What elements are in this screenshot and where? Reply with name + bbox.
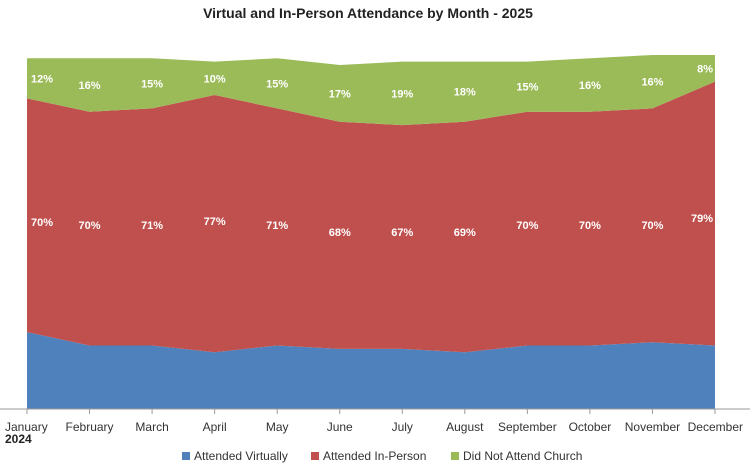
legend-label-did-not-attend-church: Did Not Attend Church <box>463 449 582 463</box>
x-tick-label: July <box>392 420 413 434</box>
x-tick-label: September <box>498 420 557 434</box>
data-label-attended-in-person: 69% <box>454 227 476 239</box>
x-tick-label: December <box>688 420 743 434</box>
legend-label-attended-virtually: Attended Virtually <box>194 449 288 463</box>
plot-areas <box>27 54 715 409</box>
data-label-attended-in-person: 77% <box>204 216 226 228</box>
legend-swatch-attended-in-person <box>311 452 319 460</box>
x-tick-label: April <box>203 420 227 434</box>
data-label-did-not-attend-church: 16% <box>641 77 663 89</box>
data-label-did-not-attend-church: 15% <box>266 78 288 90</box>
legend-label-attended-in-person: Attended In-Person <box>323 449 426 463</box>
data-label-attended-in-person: 70% <box>79 220 101 232</box>
x-tick-label: October <box>569 420 612 434</box>
data-label-did-not-attend-church: 16% <box>79 80 101 92</box>
data-label-did-not-attend-church: 12% <box>31 73 53 85</box>
data-label-attended-in-person: 70% <box>31 217 53 229</box>
x-tick-label: January <box>5 420 48 434</box>
data-label-did-not-attend-church: 10% <box>204 73 226 85</box>
data-label-attended-in-person: 79% <box>691 213 713 225</box>
x-tick-label: March <box>135 420 168 434</box>
data-label-attended-in-person: 68% <box>329 227 351 239</box>
area-attended-in-person <box>27 81 715 353</box>
x-tick-label: November <box>625 420 680 434</box>
data-label-attended-in-person: 67% <box>391 227 413 239</box>
legend-swatch-did-not-attend-church <box>451 452 459 460</box>
data-label-did-not-attend-church: 15% <box>141 78 163 90</box>
x-tick-label: June <box>327 420 353 434</box>
x-tick-label: May <box>266 420 289 434</box>
data-label-attended-in-person: 70% <box>641 220 663 232</box>
data-label-attended-in-person: 70% <box>579 220 601 232</box>
data-label-attended-in-person: 70% <box>516 220 538 232</box>
area-did-not-attend-church <box>27 54 715 126</box>
legend-swatch-attended-virtually <box>182 452 190 460</box>
x-tick-label: February <box>66 420 114 434</box>
x-tick-sublabel: 2024 <box>5 432 32 446</box>
data-label-did-not-attend-church: 15% <box>516 82 538 94</box>
data-label-did-not-attend-church: 16% <box>579 80 601 92</box>
data-label-did-not-attend-church: 18% <box>454 87 476 99</box>
legend: Attended Virtually Attended In-Person Did … <box>182 449 582 463</box>
data-labels: 70% 70% 71% 77% 71% 68% 67% 69% 70% 70% 70% 79% 12% 1… <box>31 63 713 239</box>
data-label-attended-in-person: 71% <box>141 220 163 232</box>
data-label-attended-in-person: 71% <box>266 220 288 232</box>
data-label-did-not-attend-church: 19% <box>391 88 413 100</box>
x-tick-label: August <box>446 420 484 434</box>
data-label-did-not-attend-church: 8% <box>697 63 713 75</box>
area-attended-virtually <box>27 332 715 409</box>
chart-title: Virtual and In-Person Attendance by Mont… <box>203 5 533 21</box>
data-label-did-not-attend-church: 17% <box>329 88 351 100</box>
